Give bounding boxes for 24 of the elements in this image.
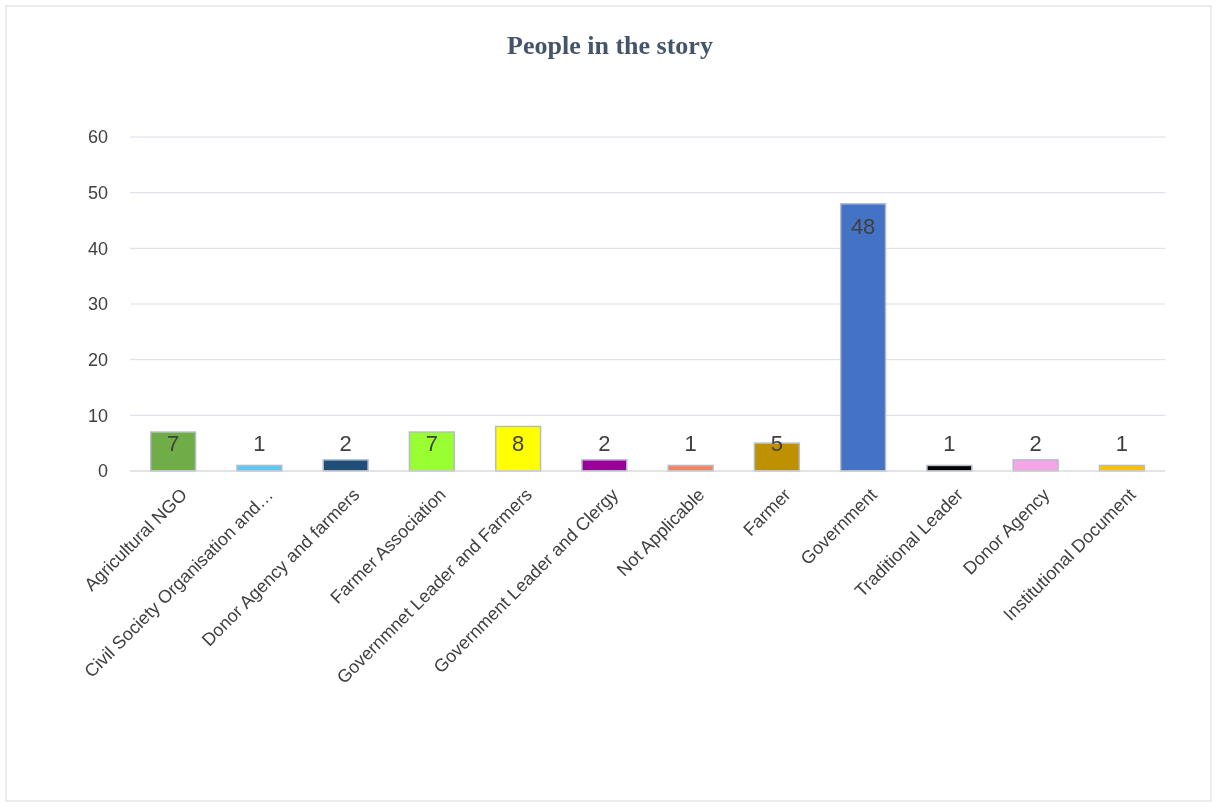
y-tick-label: 50 [87,182,108,203]
data-label: 2 [598,430,611,456]
bar [408,431,456,472]
data-label: 2 [1029,430,1042,456]
data-label: 1 [1115,430,1128,456]
data-label: 5 [770,430,783,456]
data-label: 2 [339,430,352,456]
y-tick-label: 20 [87,349,108,370]
data-label: 7 [425,430,438,456]
bar [839,203,887,472]
data-label: 1 [253,430,266,456]
bar [494,425,542,472]
bar [149,431,197,472]
y-tick-label: 40 [87,238,108,259]
y-tick-label: 60 [87,127,108,148]
data-label: 48 [850,213,876,239]
data-label: 1 [943,430,956,456]
data-label: 7 [167,430,180,456]
data-label: 1 [684,430,697,456]
y-tick-label: 10 [87,405,108,426]
y-tick-label: 0 [97,461,108,482]
chart-title: People in the story [507,31,713,61]
data-label: 8 [512,430,525,456]
y-tick-label: 30 [87,294,108,315]
